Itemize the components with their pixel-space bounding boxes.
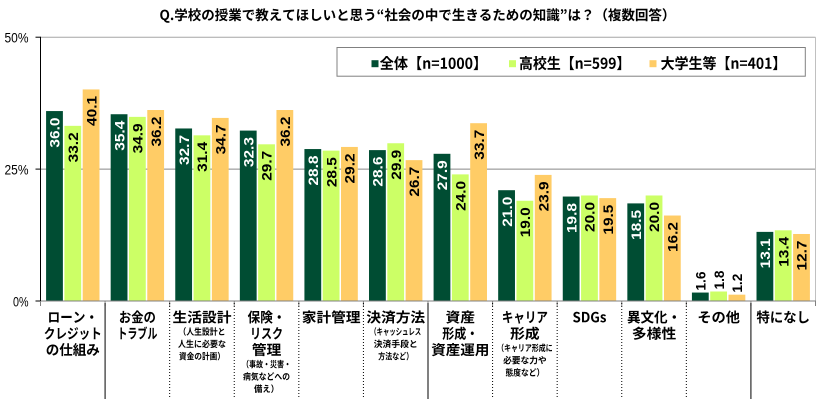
svg-text:29.9: 29.9 [388, 150, 404, 180]
svg-text:24.0: 24.0 [452, 181, 468, 211]
svg-text:0%: 0% [13, 294, 29, 309]
svg-text:21.0: 21.0 [499, 196, 515, 226]
svg-text:32.3: 32.3 [240, 137, 256, 167]
svg-text:36.2: 36.2 [277, 116, 293, 146]
svg-text:35.4: 35.4 [111, 120, 127, 150]
svg-text:28.8: 28.8 [305, 155, 321, 185]
svg-text:36.0: 36.0 [47, 117, 63, 147]
svg-text:19.8: 19.8 [563, 203, 579, 233]
svg-text:33.2: 33.2 [65, 132, 81, 162]
svg-text:20.0: 20.0 [582, 202, 598, 232]
svg-text:12.7: 12.7 [794, 240, 810, 270]
svg-text:28.6: 28.6 [370, 156, 386, 186]
svg-text:25%: 25% [5, 162, 29, 177]
svg-text:1.6: 1.6 [693, 271, 709, 290]
svg-text:28.5: 28.5 [323, 157, 339, 187]
svg-text:18.5: 18.5 [628, 210, 644, 240]
svg-text:20.0: 20.0 [646, 202, 662, 232]
svg-text:13.1: 13.1 [757, 238, 773, 268]
svg-text:34.9: 34.9 [130, 123, 146, 153]
svg-text:16.2: 16.2 [665, 222, 681, 252]
svg-text:32.7: 32.7 [176, 135, 192, 165]
svg-text:40.1: 40.1 [83, 96, 99, 126]
svg-text:34.7: 34.7 [212, 124, 228, 154]
svg-text:1.8: 1.8 [711, 270, 727, 289]
svg-text:23.9: 23.9 [535, 181, 551, 211]
svg-text:19.0: 19.0 [517, 207, 533, 237]
svg-text:31.4: 31.4 [194, 142, 210, 172]
svg-text:26.7: 26.7 [406, 166, 422, 196]
svg-text:36.2: 36.2 [148, 116, 164, 146]
svg-text:50%: 50% [5, 31, 29, 46]
svg-text:13.4: 13.4 [775, 237, 791, 267]
svg-text:1.2: 1.2 [729, 273, 745, 292]
svg-text:27.9: 27.9 [434, 160, 450, 190]
svg-text:29.2: 29.2 [342, 153, 358, 183]
svg-text:33.7: 33.7 [471, 129, 487, 159]
svg-text:19.5: 19.5 [600, 204, 616, 234]
svg-text:29.7: 29.7 [259, 151, 275, 181]
